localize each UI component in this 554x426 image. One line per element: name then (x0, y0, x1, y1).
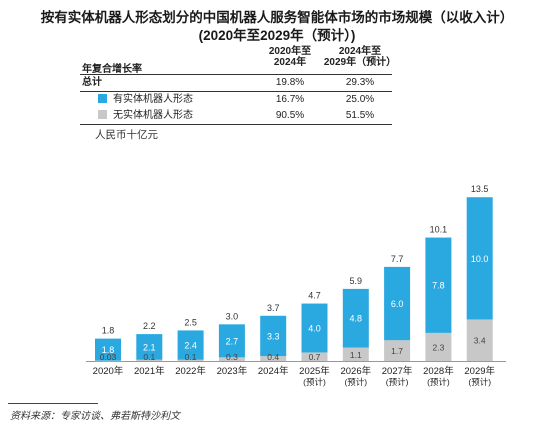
cagr-col2-line1: 2024年至 (338, 46, 382, 57)
source-note: 资料来源：专家访谈、弗若斯特沙利文 (10, 411, 180, 422)
data-label-total: 2.2 (143, 321, 156, 331)
chart-title: 按有实体机器人形态划分的中国机器人服务智能体市场的市场规模（以收入计） (40, 10, 514, 25)
cagr-value: 25.0% (345, 94, 375, 105)
x-tick-label: 2023年 (217, 365, 248, 377)
bar-non-embodied (342, 347, 369, 361)
bar-embodied (177, 330, 204, 360)
legend-label-embodied: 有实体机器人形态 (113, 94, 193, 105)
cagr-row-embodied: 有实体机器人形态 16.7% 25.0% (80, 92, 392, 108)
bar-embodied (136, 334, 163, 360)
cagr-col1-header: 2020年至 2024年 (250, 46, 330, 68)
data-label-non-embodied: 0.3 (226, 352, 238, 362)
x-tick-label: 2021年 (134, 365, 165, 377)
data-label-total: 3.0 (226, 311, 239, 321)
cagr-header-label: 年复合增长率 (82, 64, 142, 75)
cagr-row-label-wrap: 有实体机器人形态 (82, 92, 193, 108)
x-tick-label: (预计) (427, 377, 450, 387)
bar-embodied (466, 197, 493, 320)
legend-swatch-non-embodied (98, 110, 107, 119)
bar-non-embodied (384, 340, 411, 361)
cagr-col2-header: 2024年至 2029年（预计） (320, 46, 400, 68)
x-tick-label: (预计) (344, 377, 367, 387)
cagr-col2-line2: 2029年（预计） (323, 57, 397, 68)
data-label-embodied: 2.1 (143, 342, 156, 352)
data-label-embodied: 1.8 (102, 345, 115, 355)
data-label-non-embodied: 0.1 (185, 352, 197, 362)
bar-embodied (301, 303, 328, 353)
bar-embodied (384, 266, 411, 341)
data-label-non-embodied: 1.7 (391, 346, 403, 356)
data-label-total: 10.1 (430, 225, 448, 235)
data-label-non-embodied: 0.1 (143, 352, 155, 362)
x-tick-label: 2020年 (93, 365, 124, 377)
cagr-table: 年复合增长率 2020年至 2024年 2024年至 2029年（预计） 总计 … (80, 44, 396, 125)
data-label-embodied: 2.4 (184, 341, 197, 351)
bar-non-embodied (177, 359, 204, 361)
data-label-total: 1.8 (102, 326, 115, 336)
data-label-non-embodied: 0.4 (267, 352, 279, 362)
data-label-non-embodied: 1.1 (350, 350, 362, 360)
bar-embodied (342, 288, 369, 348)
x-tick-label: 2027年 (382, 365, 413, 377)
cagr-value: 90.5% (275, 110, 305, 121)
cagr-row-label-wrap: 无实体机器人形态 (82, 108, 193, 124)
bar-non-embodied (425, 332, 452, 361)
data-label-embodied: 2.7 (226, 336, 239, 346)
x-tick-label: (预计) (468, 377, 491, 387)
data-label-total: 7.7 (391, 254, 404, 264)
data-label-non-embodied: 2.3 (432, 342, 444, 352)
data-label-total: 2.5 (184, 317, 197, 327)
data-label-total: 3.7 (267, 303, 280, 313)
data-label-total: 4.7 (308, 291, 321, 301)
cagr-table-header: 年复合增长率 2020年至 2024年 2024年至 2029年（预计） (80, 44, 396, 75)
bar-non-embodied (218, 357, 245, 361)
cagr-value: 29.3% (345, 77, 375, 88)
unit-label: 人民币十亿元 (95, 129, 158, 141)
bar-embodied (260, 315, 287, 357)
cagr-col1-line1: 2020年至 (268, 46, 312, 57)
x-tick-label: 2029年 (464, 365, 495, 377)
data-label-non-embodied: 3.4 (474, 336, 486, 346)
cagr-value: 19.8% (275, 77, 305, 88)
legend-swatch-embodied (98, 94, 107, 103)
data-label-total: 13.5 (471, 184, 489, 194)
cagr-col1-line2: 2024年 (273, 57, 307, 68)
cagr-row-total: 总计 19.8% 29.3% (80, 75, 392, 92)
chart-subtitle: (2020年至2029年（预计）) (198, 28, 356, 43)
x-tick-label: 2026年 (340, 365, 371, 377)
legend-label-non-embodied: 无实体机器人形态 (113, 110, 193, 121)
data-label-embodied: 7.8 (432, 281, 445, 291)
bar-non-embodied (301, 352, 328, 361)
x-tick-label: 2022年 (175, 365, 206, 377)
bar-non-embodied (466, 319, 493, 361)
x-tick-label: 2025年 (299, 365, 330, 377)
data-label-embodied: 4.0 (308, 324, 321, 334)
bar-non-embodied (136, 359, 163, 361)
data-label-embodied: 6.0 (391, 299, 404, 309)
x-tick-label: 2024年 (258, 365, 289, 377)
x-tick-label: (预计) (303, 377, 326, 387)
bar-non-embodied (95, 360, 121, 362)
cagr-value: 51.5% (345, 110, 375, 121)
bar-embodied (95, 338, 121, 361)
cagr-row-label: 总计 (82, 77, 102, 88)
data-label-embodied: 10.0 (471, 254, 489, 264)
cagr-row-non-embodied: 无实体机器人形态 90.5% 51.5% (80, 108, 392, 125)
x-tick-label: (预计) (386, 377, 409, 387)
bar-embodied (425, 237, 452, 333)
data-label-embodied: 3.3 (267, 331, 280, 341)
source-divider (8, 403, 98, 404)
data-label-non-embodied: 0.7 (309, 352, 321, 362)
x-tick-label: 2028年 (423, 365, 454, 377)
bar-non-embodied (260, 356, 287, 361)
data-label-embodied: 4.8 (350, 314, 363, 324)
data-label-total: 5.9 (350, 276, 363, 286)
cagr-value: 16.7% (275, 94, 305, 105)
bar-embodied (218, 324, 245, 358)
data-label-non-embodied: 0.03 (100, 352, 117, 362)
